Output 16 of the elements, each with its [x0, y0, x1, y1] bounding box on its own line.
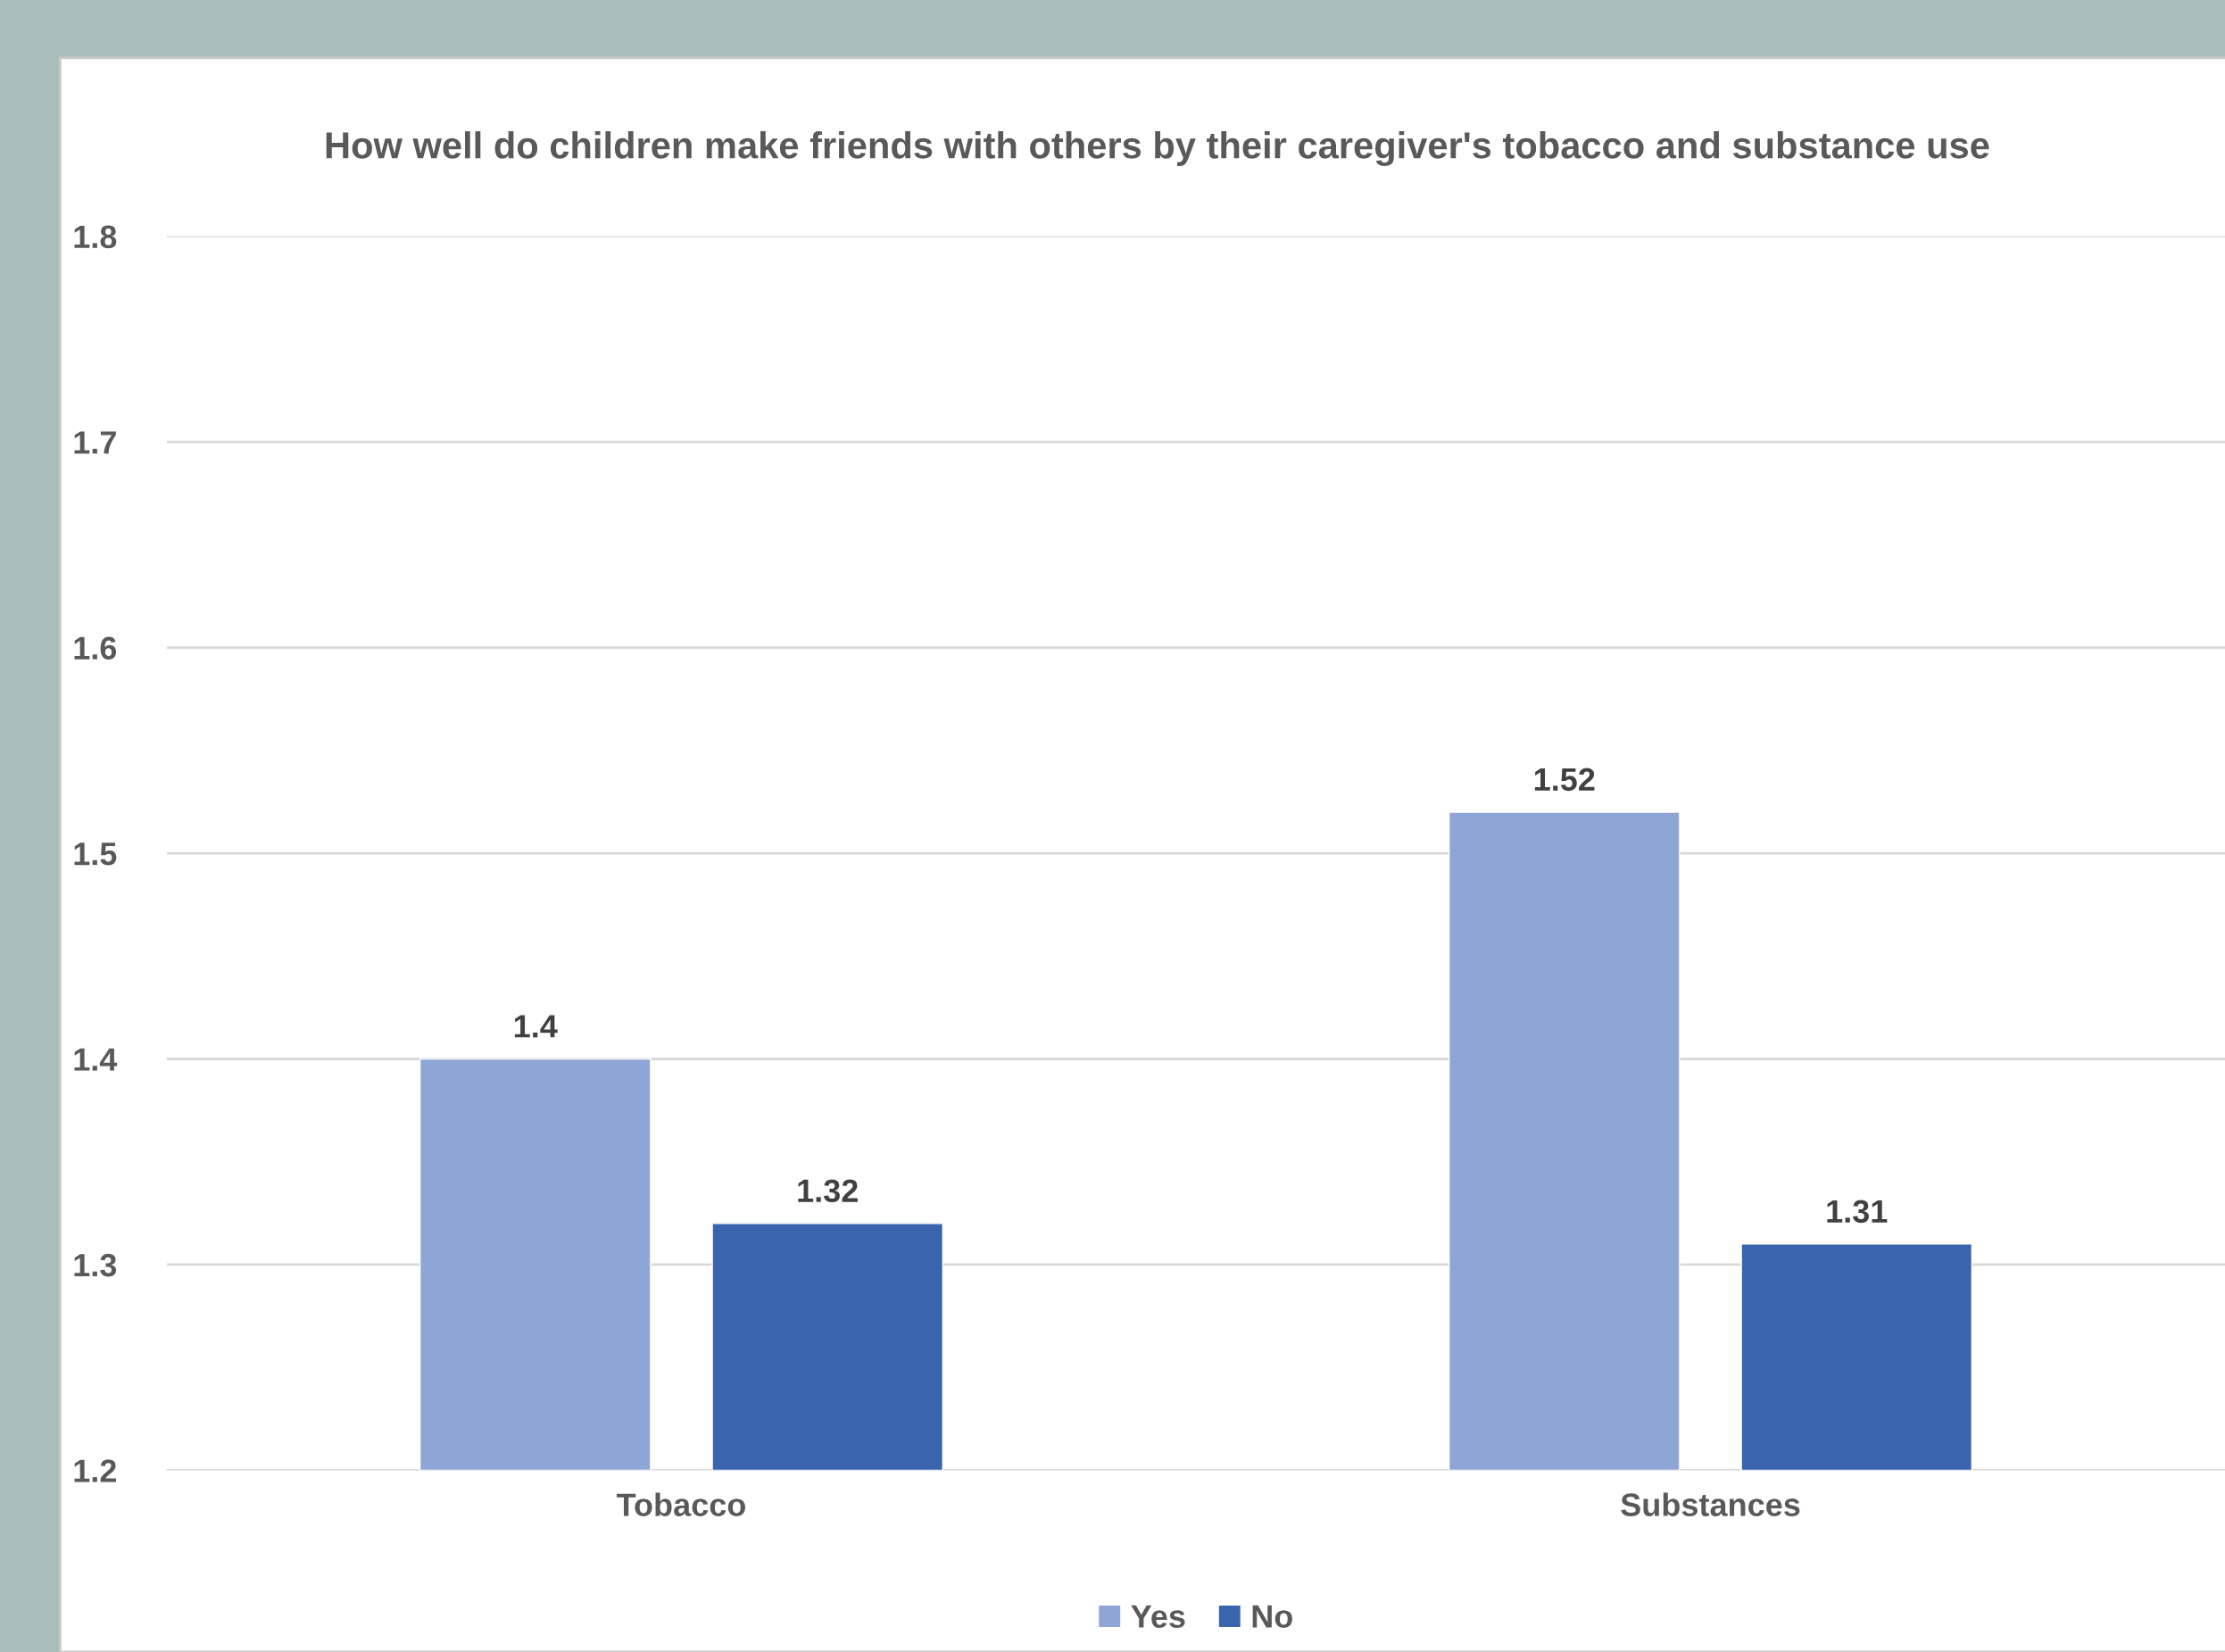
legend-label: Yes [1131, 1605, 1185, 1628]
data-label: 1.52 [1534, 768, 1595, 792]
x-tick-label: Substances [1621, 1492, 1800, 1516]
y-tick-label: 1.2 [74, 1459, 116, 1482]
y-tick-label: 1.5 [74, 843, 117, 866]
y-tick-label: 1.7 [74, 431, 116, 454]
y-tick-label: 1.4 [74, 1048, 118, 1071]
data-label: 1.31 [1827, 1200, 1888, 1224]
x-tick-label: Tobacco [616, 1492, 745, 1516]
chart-title: How well do children make friends with others by their caregiver's tobacco and substance use [326, 131, 1989, 167]
legend-label: No [1252, 1605, 1292, 1628]
y-tick-label: 1.6 [74, 636, 117, 660]
y-tick-label: 1.3 [74, 1253, 117, 1277]
y-tick-label: 1.8 [74, 225, 117, 249]
data-label: 1.32 [798, 1179, 858, 1203]
data-label: 1.4 [514, 1015, 558, 1038]
